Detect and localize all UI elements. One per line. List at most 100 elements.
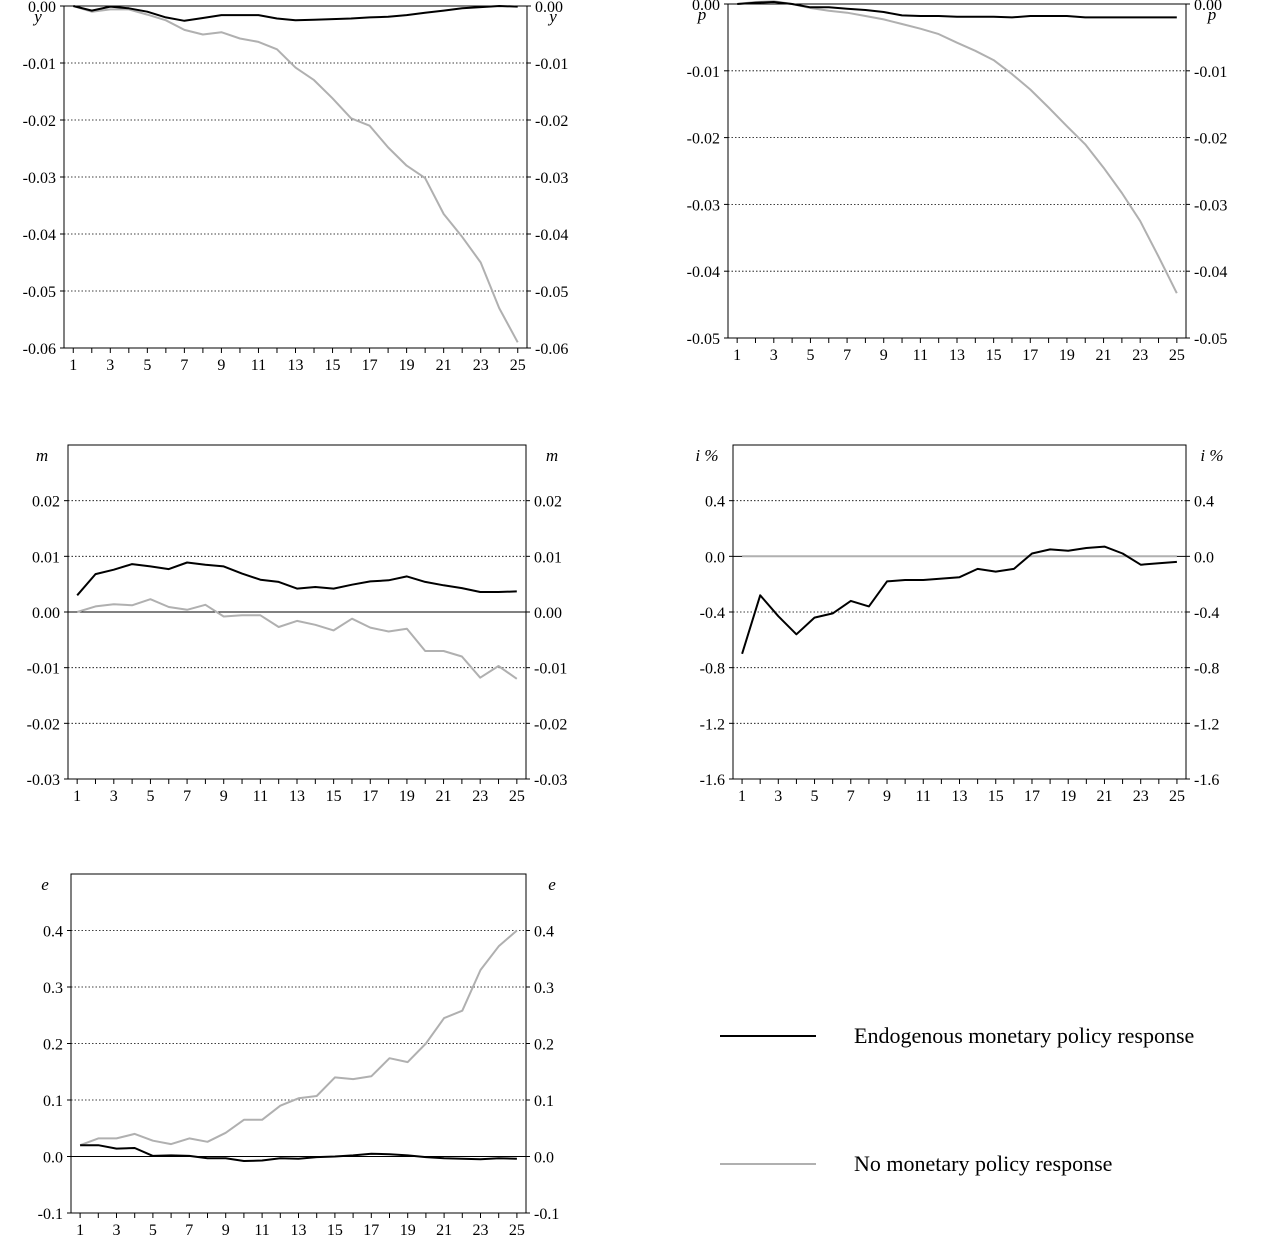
x-tick-label-i-13: 13 — [952, 788, 968, 805]
x-tick-label-m-5: 5 — [146, 788, 154, 805]
var-label-left-y: y — [32, 7, 42, 26]
x-tick-label-i-21: 21 — [1096, 788, 1112, 805]
y-tick-label-right-p-3: -0.03 — [1194, 197, 1227, 214]
x-tick-label-i-25: 25 — [1169, 788, 1185, 805]
y-tick-label-left-p-1: -0.01 — [687, 64, 720, 81]
x-tick-label-m-19: 19 — [399, 788, 415, 805]
y-tick-label-left-i-4: -1.2 — [700, 716, 725, 733]
y-tick-label-right-y-5: -0.05 — [535, 284, 568, 301]
x-tick-label-m-17: 17 — [362, 788, 378, 805]
x-tick-label-y-13: 13 — [288, 357, 304, 374]
panel-p: 1 3 5 7 9 11 13 15 17 19 21 23 250.00 0.00-0.01 -0.01-… — [687, 0, 1228, 364]
y-tick-label-right-p-1: -0.01 — [1194, 64, 1227, 81]
y-tick-label-right-m-1: 0.01 — [534, 549, 562, 566]
plot-frame-p — [727, 3, 1187, 339]
y-tick-label-left-e-2: 0.2 — [43, 1037, 63, 1054]
x-tick-label-e-9: 9 — [222, 1222, 230, 1239]
y-tick-label-right-e-3: 0.1 — [534, 1093, 554, 1110]
x-tick-label-p-21: 21 — [1096, 347, 1112, 364]
x-tick-label-m-13: 13 — [289, 788, 305, 805]
legend: Endogenous monetary policy response No m… — [720, 1023, 1194, 1176]
x-tick-label-e-11: 11 — [254, 1222, 269, 1239]
y-tick-label-right-m-4: -0.02 — [534, 716, 567, 733]
y-tick-label-left-i-5: -1.6 — [700, 772, 725, 789]
x-tick-label-p-17: 17 — [1022, 347, 1038, 364]
y-tick-label-left-y-3: -0.03 — [23, 170, 56, 187]
x-tick-label-e-7: 7 — [185, 1222, 193, 1239]
y-tick-label-right-m-0: 0.02 — [534, 494, 562, 511]
y-tick-label-left-m-1: 0.01 — [32, 549, 60, 566]
x-tick-label-e-19: 19 — [400, 1222, 416, 1239]
y-tick-label-right-p-0: 0.00 — [1194, 0, 1222, 14]
x-tick-label-i-19: 19 — [1060, 788, 1076, 805]
y-tick-label-right-i-5: -1.6 — [1194, 772, 1219, 789]
y-tick-label-left-e-0: 0.4 — [43, 924, 63, 941]
x-tick-label-m-3: 3 — [110, 788, 118, 805]
x-tick-label-p-7: 7 — [843, 347, 851, 364]
panel-e: 1 3 5 7 9 11 13 15 17 19 21 23 250.4 0.40.3 0.30.2 0.20… — [38, 873, 559, 1239]
y-tick-label-left-i-3: -0.8 — [700, 661, 725, 678]
series-line-e-no-policy — [79, 929, 518, 1147]
y-tick-label-right-i-1: 0.0 — [1194, 549, 1214, 566]
x-tick-label-p-11: 11 — [913, 347, 928, 364]
y-tick-label-right-p-2: -0.02 — [1194, 131, 1227, 148]
y-tick-label-left-p-2: -0.02 — [687, 131, 720, 148]
x-tick-label-m-15: 15 — [326, 788, 342, 805]
x-tick-label-m-25: 25 — [509, 788, 525, 805]
var-label-right-y: y — [547, 7, 557, 26]
y-tick-label-right-i-4: -1.2 — [1194, 716, 1219, 733]
panel-y: 1 3 5 7 9 11 13 15 17 19 21 23 250.00 0.00-0.01 -0.01-… — [23, 0, 569, 374]
panel-i: 1 3 5 7 9 11 13 15 17 19 21 23 250.4 0.40.0 0.0-0.4 -0.… — [695, 444, 1224, 805]
y-tick-label-right-i-0: 0.4 — [1194, 494, 1214, 511]
y-tick-label-left-y-6: -0.06 — [23, 341, 56, 358]
x-tick-label-m-21: 21 — [436, 788, 452, 805]
y-tick-label-left-y-4: -0.04 — [23, 227, 56, 244]
y-tick-label-left-e-4: 0.0 — [43, 1150, 63, 1167]
x-tick-label-p-9: 9 — [880, 347, 888, 364]
y-tick-label-left-e-3: 0.1 — [43, 1093, 63, 1110]
x-tick-label-i-1: 1 — [738, 788, 746, 805]
x-tick-label-y-3: 3 — [106, 357, 114, 374]
x-tick-label-y-17: 17 — [362, 357, 378, 374]
x-tick-label-p-19: 19 — [1059, 347, 1075, 364]
y-tick-label-left-m-0: 0.02 — [32, 494, 60, 511]
x-tick-label-e-21: 21 — [436, 1222, 452, 1239]
x-tick-label-p-25: 25 — [1169, 347, 1185, 364]
x-tick-label-e-1: 1 — [76, 1222, 84, 1239]
var-label-left-m: m — [36, 446, 48, 465]
y-tick-label-right-m-2: 0.00 — [534, 605, 562, 622]
y-tick-label-right-e-1: 0.3 — [534, 980, 554, 997]
y-tick-label-right-y-2: -0.02 — [535, 113, 568, 130]
x-tick-label-p-3: 3 — [770, 347, 778, 364]
y-tick-label-left-e-1: 0.3 — [43, 980, 63, 997]
legend-label-no-policy: No monetary policy response — [854, 1151, 1112, 1176]
var-label-right-i: i % — [1200, 446, 1223, 465]
var-label-left-p: p — [697, 5, 707, 24]
x-tick-label-m-1: 1 — [73, 788, 81, 805]
series-line-y-endogenous — [73, 5, 518, 22]
series-line-m-endogenous — [76, 561, 517, 596]
var-label-left-e: e — [41, 875, 49, 894]
y-tick-label-left-y-5: -0.05 — [23, 284, 56, 301]
y-tick-label-left-m-2: 0.00 — [32, 605, 60, 622]
panel-m: 1 3 5 7 9 11 13 15 17 19 21 23 250.02 0.020.01 0.010.0… — [27, 444, 567, 805]
y-tick-label-left-i-1: 0.0 — [705, 549, 725, 566]
series-line-m-no-policy — [76, 598, 518, 680]
x-tick-label-y-23: 23 — [473, 357, 489, 374]
x-tick-label-i-15: 15 — [988, 788, 1004, 805]
x-tick-label-i-3: 3 — [774, 788, 782, 805]
x-tick-label-p-15: 15 — [986, 347, 1002, 364]
x-tick-label-y-7: 7 — [180, 357, 188, 374]
x-tick-label-m-23: 23 — [472, 788, 488, 805]
series-line-e-endogenous — [80, 1144, 517, 1162]
x-tick-label-i-7: 7 — [847, 788, 855, 805]
x-tick-label-p-13: 13 — [949, 347, 965, 364]
x-tick-label-i-11: 11 — [916, 788, 931, 805]
var-label-right-m: m — [546, 446, 558, 465]
legend-label-endogenous: Endogenous monetary policy response — [854, 1023, 1194, 1048]
x-tick-label-e-13: 13 — [291, 1222, 307, 1239]
x-tick-label-i-5: 5 — [811, 788, 819, 805]
series-line-p-no-policy — [737, 0, 1178, 294]
x-tick-label-m-11: 11 — [253, 788, 268, 805]
x-tick-label-i-23: 23 — [1133, 788, 1149, 805]
